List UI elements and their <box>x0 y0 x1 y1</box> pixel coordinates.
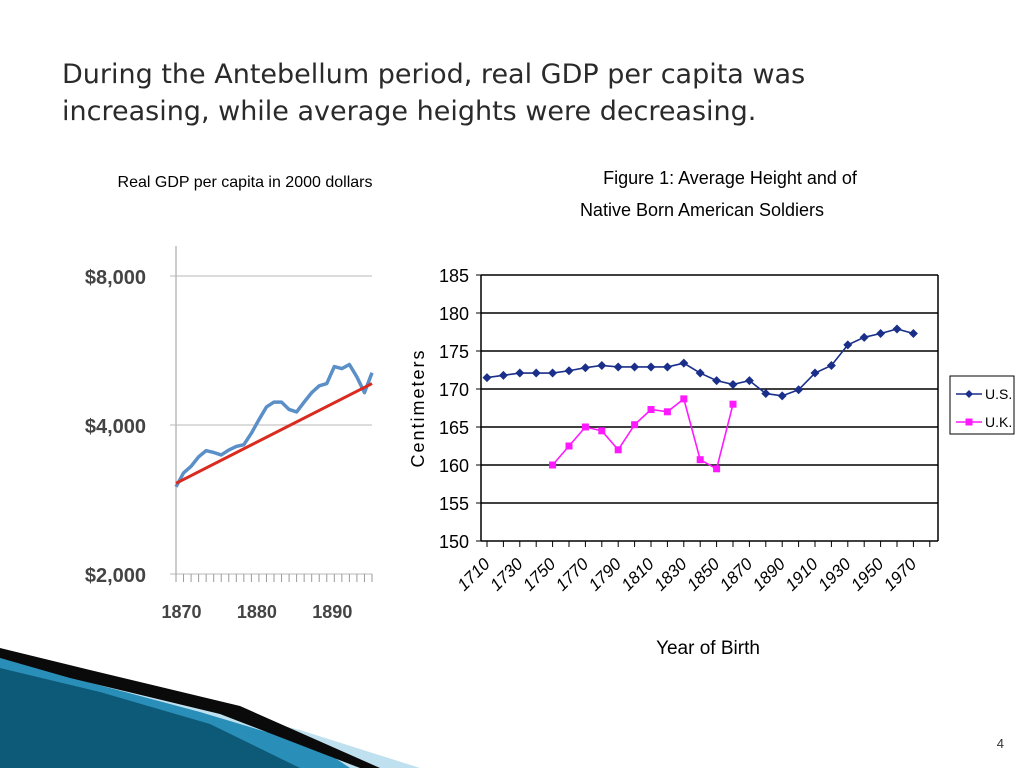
slide-title-line-2: increasing, while average heights were d… <box>62 96 757 127</box>
us-data-point <box>498 370 508 380</box>
heights-y-tick-label: 170 <box>439 380 469 400</box>
legend-marker-uk <box>965 418 973 426</box>
us-data-point <box>630 362 640 372</box>
heights-x-tick-label: 1810 <box>618 554 659 595</box>
legend-label-us: U.S. <box>985 386 1012 402</box>
heights-x-tick-label: 1930 <box>814 554 855 595</box>
slide-title-line-1: During the Antebellum period, real GDP p… <box>62 59 806 90</box>
heights-y-tick-label: 155 <box>439 494 469 514</box>
us-data-point <box>712 376 722 386</box>
us-data-point <box>679 358 689 368</box>
us-data-point <box>843 340 853 350</box>
us-data-point <box>826 360 836 370</box>
heights-x-tick-label: 1870 <box>716 554 757 595</box>
heights-x-tick-label: 1890 <box>749 554 790 595</box>
heights-y-tick-label: 160 <box>439 456 469 476</box>
gdp-x-tick-label: 1870 <box>162 602 202 622</box>
gdp-x-tick-label: 1890 <box>312 602 352 622</box>
us-data-point <box>613 362 623 372</box>
us-data-point <box>597 360 607 370</box>
us-data-point <box>580 363 590 373</box>
heights-x-tick-label: 1750 <box>519 554 560 595</box>
us-data-point <box>859 332 869 342</box>
heights-y-tick-label: 185 <box>439 266 469 286</box>
us-data-point <box>662 362 672 372</box>
heights-x-tick-label: 1730 <box>486 554 527 595</box>
uk-data-point <box>631 421 639 429</box>
us-data-point <box>892 324 902 334</box>
slide-title: During the Antebellum period, real GDP p… <box>62 56 982 130</box>
gdp-y-tick-label: $4,000 <box>85 416 146 438</box>
heights-x-tick-label: 1710 <box>454 554 495 595</box>
gdp-chart-title: Real GDP per capita in 2000 dollars <box>117 174 373 191</box>
heights-y-tick-label: 180 <box>439 304 469 324</box>
gdp-y-tick-label: $8,000 <box>85 267 146 289</box>
us-data-point <box>646 362 656 372</box>
heights-x-tick-label: 1830 <box>650 554 691 595</box>
heights-series-line-uk <box>551 397 734 471</box>
footer-dark-stripe <box>0 648 380 768</box>
heights-x-axis-label: Year of Birth <box>656 638 760 659</box>
uk-data-point <box>565 442 573 450</box>
uk-data-point <box>647 406 655 414</box>
uk-data-point <box>663 408 671 416</box>
page-number: 4 <box>996 736 1004 751</box>
heights-x-tick-label: 1770 <box>552 554 593 595</box>
heights-chart: Figure 1: Average Height and of Native Bo… <box>408 168 1015 659</box>
us-data-point <box>531 368 541 378</box>
us-data-point <box>482 373 492 383</box>
heights-x-tick-label: 1790 <box>585 554 626 595</box>
heights-y-tick-label: 175 <box>439 342 469 362</box>
uk-data-point <box>549 461 557 469</box>
heights-title-line-1: Figure 1: Average Height and of <box>603 168 858 188</box>
us-data-point <box>794 385 804 395</box>
footer-gradient-band <box>0 668 300 768</box>
heights-title-line-2: Native Born American Soldiers <box>580 200 824 220</box>
legend-label-uk: U.K. <box>985 414 1012 430</box>
heights-x-tick-label: 1950 <box>847 554 888 595</box>
uk-data-point <box>680 395 688 403</box>
us-data-point <box>908 329 918 339</box>
uk-data-point <box>614 446 622 454</box>
us-data-point <box>695 368 705 378</box>
uk-data-point <box>581 423 589 431</box>
us-data-point <box>777 391 787 401</box>
gdp-chart: $2,000 $4,000 $8,000 1870 1880 1890 <box>85 246 374 622</box>
gdp-series-line <box>174 362 374 488</box>
us-data-point <box>744 376 754 386</box>
us-data-point <box>728 379 738 389</box>
heights-legend: U.S. U.K. <box>949 375 1015 435</box>
legend-marker-us <box>965 390 973 398</box>
us-data-point <box>548 368 558 378</box>
heights-x-tick-label: 1850 <box>683 554 724 595</box>
heights-x-tick-label: 1910 <box>782 554 823 595</box>
uk-data-point <box>713 465 721 473</box>
footer-swoosh <box>0 648 420 768</box>
uk-data-point <box>729 400 737 408</box>
gdp-trend-line <box>175 382 373 485</box>
heights-x-tick-label: 1970 <box>880 554 921 595</box>
heights-y-axis-label: Centimeters <box>408 348 428 467</box>
us-data-point <box>761 389 771 399</box>
gdp-y-tick-label: $2,000 <box>85 565 146 587</box>
heights-y-tick-label: 165 <box>439 418 469 438</box>
uk-data-point <box>696 456 704 464</box>
us-data-point <box>810 368 820 378</box>
heights-series-line-us <box>486 328 914 397</box>
us-data-point <box>876 329 886 339</box>
heights-y-tick-label: 150 <box>439 532 469 552</box>
us-data-point <box>564 366 574 376</box>
legend-box <box>949 375 1015 435</box>
us-data-point <box>515 368 525 378</box>
uk-data-point <box>598 427 606 435</box>
gdp-x-tick-label: 1880 <box>237 602 277 622</box>
